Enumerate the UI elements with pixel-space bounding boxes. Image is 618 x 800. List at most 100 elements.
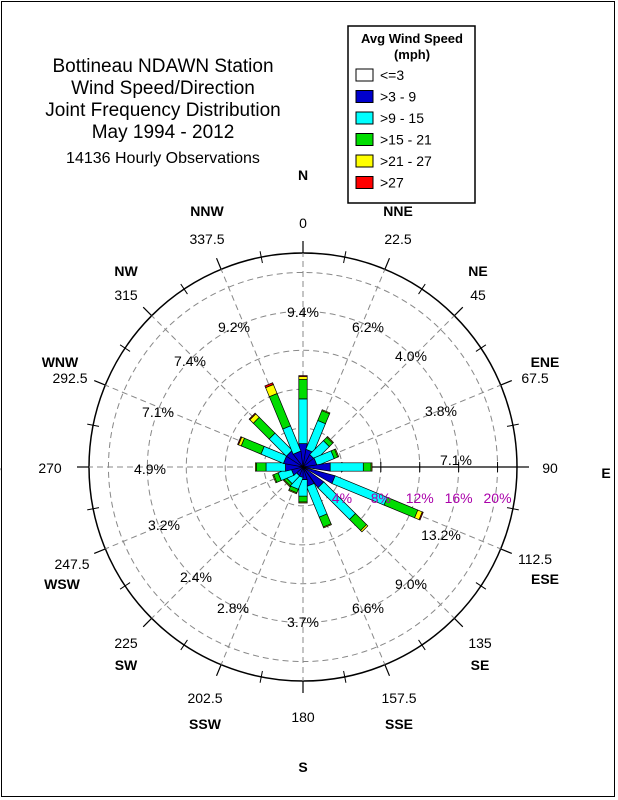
minor-tick bbox=[87, 423, 100, 427]
legend-swatch bbox=[355, 154, 374, 168]
legend-title-line-2: (mph) bbox=[394, 47, 430, 62]
minor-tick bbox=[475, 582, 487, 590]
major-tick bbox=[93, 379, 106, 386]
direction-frequency-label: 9.4% bbox=[287, 304, 319, 320]
direction-abbr-label: WNW bbox=[42, 354, 79, 370]
legend-title-line-1: Avg Wind Speed bbox=[361, 31, 463, 46]
wind-bar-segment bbox=[329, 462, 364, 472]
major-tick bbox=[142, 617, 153, 628]
legend-swatch bbox=[355, 111, 374, 125]
minor-tick bbox=[506, 423, 519, 427]
direction-degree-label: 22.5 bbox=[384, 231, 411, 247]
wind-bar-segment bbox=[298, 398, 308, 444]
legend-swatch bbox=[355, 90, 374, 103]
wind-bar-segment bbox=[321, 409, 331, 415]
direction-frequency-label: 6.2% bbox=[352, 319, 384, 335]
major-tick bbox=[93, 548, 106, 555]
wind-bar-segment bbox=[370, 462, 373, 472]
direction-abbr-label: S bbox=[298, 759, 307, 775]
major-tick bbox=[453, 617, 464, 628]
legend-label: >9 - 15 bbox=[380, 110, 424, 126]
direction-frequency-label: 4.0% bbox=[395, 348, 427, 364]
chart-subtitle: 14136 Hourly Observations bbox=[66, 150, 260, 167]
direction-degree-label: 45 bbox=[470, 287, 486, 303]
major-tick bbox=[500, 379, 513, 386]
radial-axis-label: 4% bbox=[332, 490, 352, 506]
wind-bar-segment bbox=[237, 436, 243, 446]
direction-frequency-label: 7.1% bbox=[142, 404, 174, 420]
direction-frequency-label: 3.2% bbox=[148, 517, 180, 533]
direction-abbr-label: W bbox=[0, 465, 1, 481]
wind-bar-segment bbox=[254, 462, 257, 472]
direction-abbr-label: SSW bbox=[189, 716, 222, 732]
direction-abbr-label: SSE bbox=[385, 716, 413, 732]
minor-tick bbox=[343, 670, 347, 683]
minor-tick bbox=[180, 639, 188, 651]
direction-degree-label: 202.5 bbox=[187, 690, 222, 706]
legend-swatch bbox=[355, 133, 374, 146]
direction-degree-label: 270 bbox=[38, 460, 62, 476]
legend-label: <=3 bbox=[380, 67, 404, 83]
wind-bar-segment bbox=[288, 489, 298, 495]
direction-abbr-label: ENE bbox=[531, 354, 560, 370]
radial-axis-label: 8% bbox=[371, 490, 391, 506]
direction-abbr-label: WSW bbox=[44, 576, 81, 592]
direction-abbr-label: NNE bbox=[383, 203, 413, 219]
direction-frequency-label: 3.7% bbox=[287, 614, 319, 630]
wind-bar-segment bbox=[418, 511, 424, 521]
direction-frequency-label: 4.9% bbox=[134, 461, 166, 477]
wind-bar-segment bbox=[240, 437, 265, 455]
radial-axis-label: 20% bbox=[484, 490, 512, 506]
title-line-1: Bottineau NDAWN Station bbox=[52, 56, 273, 77]
direction-abbr-label: SE bbox=[471, 657, 490, 673]
minor-tick bbox=[418, 283, 426, 295]
minor-tick bbox=[475, 344, 487, 352]
major-tick bbox=[142, 306, 153, 317]
major-tick bbox=[215, 257, 222, 270]
direction-degree-label: 135 bbox=[468, 635, 492, 651]
direction-abbr-label: NE bbox=[468, 263, 487, 279]
wind-bar-segment bbox=[248, 412, 257, 421]
wind-bar-segment bbox=[265, 462, 286, 472]
wind-bar-segment bbox=[298, 376, 308, 380]
wind-bar-segment bbox=[268, 393, 291, 430]
wind-bar-segment bbox=[264, 382, 274, 389]
wind-bar-segment bbox=[272, 474, 278, 484]
direction-abbr-label: NW bbox=[114, 263, 138, 279]
minor-tick bbox=[180, 283, 188, 295]
direction-frequency-label: 2.4% bbox=[180, 569, 212, 585]
major-tick bbox=[500, 548, 513, 555]
title-line-4: May 1994 - 2012 bbox=[92, 122, 235, 143]
direction-abbr-label: ESE bbox=[531, 571, 559, 587]
wind-bar-segment bbox=[298, 501, 308, 504]
wind-bar-segment bbox=[360, 524, 369, 533]
wind-bar-segment bbox=[298, 379, 308, 400]
wind-bar-segment bbox=[326, 436, 334, 444]
minor-tick bbox=[119, 344, 131, 352]
direction-degree-label: 315 bbox=[114, 287, 138, 303]
wind-bar-segment bbox=[298, 375, 308, 377]
direction-abbr-label: N bbox=[298, 167, 308, 183]
direction-degree-label: 180 bbox=[291, 709, 315, 725]
grid-spoke bbox=[105, 466, 304, 550]
direction-degree-label: 67.5 bbox=[521, 370, 548, 386]
direction-degree-label: 0 bbox=[299, 215, 307, 231]
title-line-3: Joint Frequency Distribution bbox=[45, 100, 281, 121]
chart-title: Bottineau NDAWN Station Wind Speed/Direc… bbox=[45, 56, 281, 167]
minor-tick bbox=[87, 507, 100, 511]
direction-frequency-label: 9.0% bbox=[395, 576, 427, 592]
minor-tick bbox=[506, 507, 519, 511]
wind-bar-segment bbox=[252, 416, 276, 440]
direction-frequency-label: 7.1% bbox=[440, 452, 472, 468]
major-tick bbox=[384, 257, 391, 270]
wind-bar-segment bbox=[283, 479, 291, 487]
legend-label: >27 bbox=[380, 175, 404, 191]
direction-degree-label: 90 bbox=[542, 460, 558, 476]
legend-label: >21 - 27 bbox=[380, 153, 432, 169]
direction-abbr-label: SW bbox=[115, 657, 138, 673]
direction-frequency-label: 2.8% bbox=[217, 600, 249, 616]
major-tick bbox=[384, 664, 391, 677]
legend-label: >3 - 9 bbox=[380, 89, 416, 105]
legend-swatch bbox=[355, 68, 374, 82]
wind-bar-segment bbox=[298, 495, 308, 503]
